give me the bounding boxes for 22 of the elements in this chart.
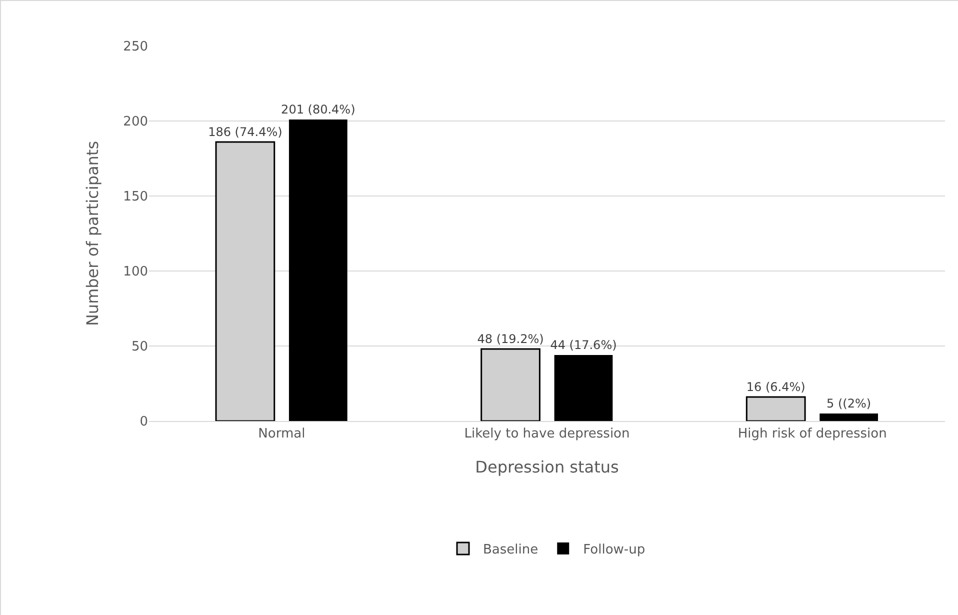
y-tick-label: 150 xyxy=(123,190,148,205)
bar xyxy=(820,414,878,421)
y-axis-title: Number of participants xyxy=(83,140,102,326)
data-label: 186 (74.4%) xyxy=(208,125,282,139)
x-axis-title: Depression status xyxy=(475,457,619,476)
y-tick-label: 0 xyxy=(140,414,148,430)
data-label: 16 (6.4%) xyxy=(746,380,806,394)
data-label: 48 (19.2%) xyxy=(477,332,544,346)
data-label: 44 (17.6%) xyxy=(550,338,617,352)
data-label: 5 ((2%) xyxy=(826,396,872,410)
y-tick-label: 50 xyxy=(131,340,148,355)
x-tick-label: High risk of depression xyxy=(738,426,887,442)
x-tick-label: Likely to have depression xyxy=(464,426,630,442)
legend-label: Baseline xyxy=(483,542,538,558)
bar xyxy=(288,120,348,421)
legend-label: Follow-up xyxy=(583,542,646,558)
y-tick-label: 100 xyxy=(123,264,148,280)
y-tick-label: 250 xyxy=(123,40,148,55)
y-tick-label: 200 xyxy=(123,114,148,130)
bar xyxy=(554,355,613,421)
x-tick-label: Normal xyxy=(258,426,306,442)
data-label: 201 (80.4%) xyxy=(281,102,356,116)
